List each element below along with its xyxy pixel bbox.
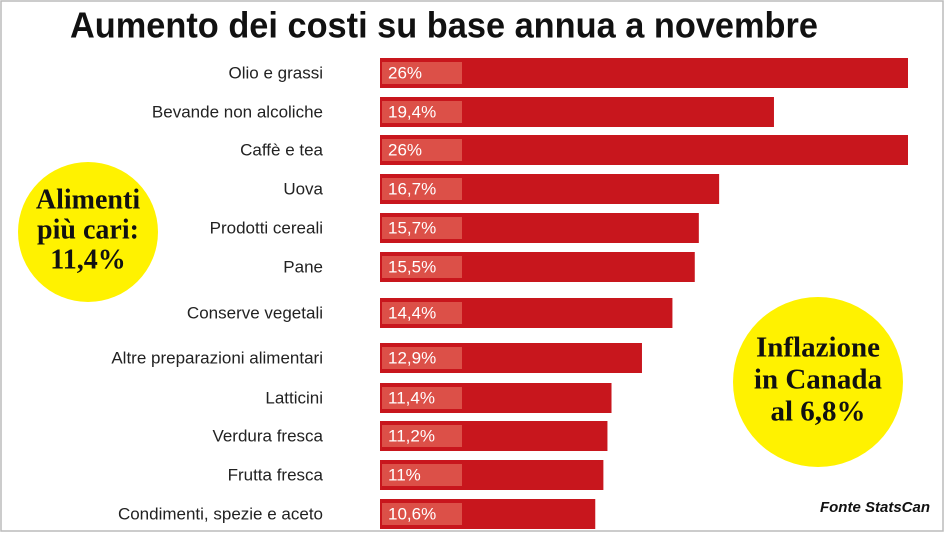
value-label-box	[382, 178, 462, 200]
category-label: Uova	[283, 179, 323, 198]
bar	[380, 135, 908, 165]
category-label: Conserve vegetali	[187, 303, 323, 322]
value-label: 26%	[388, 63, 422, 82]
value-label-box	[382, 217, 462, 239]
category-label: Condimenti, spezie e aceto	[118, 504, 323, 523]
category-label: Altre preparazioni alimentari	[111, 348, 323, 367]
category-label: Verdura fresca	[212, 426, 323, 445]
category-label: Prodotti cereali	[210, 218, 323, 237]
badge-text: Inflazione	[756, 332, 880, 364]
value-label: 26%	[388, 140, 422, 159]
badge-text: in Canada	[754, 364, 883, 396]
badge	[18, 162, 158, 302]
value-label: 12,9%	[388, 348, 436, 367]
category-label: Bevande non alcoliche	[152, 102, 323, 121]
badge-text: al 6,8%	[770, 396, 865, 428]
chart-title: Aumento dei costi su base annua a novemb…	[70, 5, 818, 46]
category-label: Pane	[283, 257, 323, 276]
value-label: 11%	[388, 465, 421, 484]
value-label: 11,2%	[388, 426, 435, 445]
badge	[733, 297, 903, 467]
value-label: 19,4%	[388, 102, 436, 121]
value-label-box	[382, 425, 462, 447]
category-label: Caffè e tea	[240, 140, 323, 159]
value-label-box	[382, 101, 462, 123]
value-label-box	[382, 387, 462, 409]
value-label: 14,4%	[388, 303, 436, 322]
badge-text: Alimenti	[36, 184, 140, 215]
value-label-box	[382, 302, 462, 324]
value-label-box	[382, 62, 462, 84]
category-label: Frutta fresca	[228, 465, 324, 484]
source: Fonte StatsCan	[820, 499, 930, 516]
value-label-box	[382, 464, 462, 486]
value-label-box	[382, 347, 462, 369]
value-label: 10,6%	[388, 504, 436, 523]
badge-text: 11,4%	[50, 244, 125, 275]
category-label: Latticini	[265, 388, 323, 407]
value-label: 15,5%	[388, 257, 436, 276]
value-label: 15,7%	[388, 218, 436, 237]
value-label: 11,4%	[388, 388, 435, 407]
value-label: 16,7%	[388, 179, 436, 198]
value-label-box	[382, 139, 462, 161]
value-label-box	[382, 256, 462, 278]
bar	[380, 58, 908, 88]
value-label-box	[382, 503, 462, 525]
badge-text: più cari:	[37, 214, 139, 245]
category-label: Olio e grassi	[229, 63, 323, 82]
